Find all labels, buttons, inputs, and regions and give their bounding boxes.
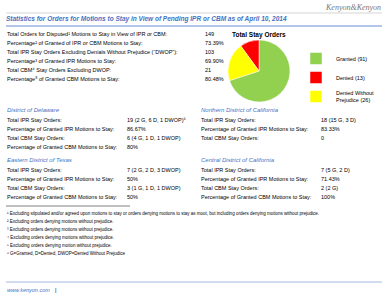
svg-text:Percentage of Granted CBM Moti: Percentage of Granted CBM Motions to Sta… (201, 194, 312, 200)
svg-text:71.43%: 71.43% (321, 176, 340, 182)
svg-text:100%: 100% (321, 194, 335, 200)
svg-text:Total CBM Stay Orders:: Total CBM Stay Orders: (7, 185, 65, 191)
svg-text:80.48%: 80.48% (205, 76, 224, 82)
svg-text:Statistics for Orders for Moti: Statistics for Orders for Motions to Sta… (6, 15, 287, 23)
svg-text:Total IPR Stay Orders:: Total IPR Stay Orders: (201, 167, 256, 173)
svg-text:73.39%: 73.39% (205, 40, 224, 46)
svg-text:Denied (13): Denied (13) (336, 75, 365, 81)
svg-text:Total CBM Stay Orders:: Total CBM Stay Orders: (201, 185, 259, 191)
svg-text:Total IPR Stay Orders:: Total IPR Stay Orders: (7, 117, 62, 123)
svg-text:⁶ G=Granted, D=Denied, DWOP=De: ⁶ G=Granted, D=Denied, DWOP=Denied Witho… (7, 251, 126, 256)
svg-text:Total IPR Stay Orders Excludin: Total IPR Stay Orders Excluding Denials … (7, 49, 178, 55)
svg-text:Percentage³ of Granted IPR Mot: Percentage³ of Granted IPR Motions to St… (7, 58, 117, 64)
svg-text:Granted (91): Granted (91) (336, 56, 367, 62)
svg-text:Eastern District of Texas: Eastern District of Texas (7, 157, 72, 163)
svg-text:Percentage of Granted IPR Moti: Percentage of Granted IPR Motions to Sta… (7, 176, 115, 182)
svg-text:Total Orders for Disputed¹ Mot: Total Orders for Disputed¹ Motions to St… (7, 31, 168, 37)
svg-text:|: | (55, 287, 56, 293)
svg-text:Percentage of Granted IPR Moti: Percentage of Granted IPR Motions to Sta… (7, 126, 115, 132)
svg-text:Kenyon&Kenyon: Kenyon&Kenyon (325, 3, 381, 12)
svg-text:7 (2 G, 2 D, 3 DWOP): 7 (2 G, 2 D, 3 DWOP) (127, 167, 181, 173)
svg-text:Total CBM⁴ Stay Orders Excludi: Total CBM⁴ Stay Orders Excluding DWOP: (7, 67, 112, 73)
svg-text:Northern District of Californi: Northern District of California (201, 107, 279, 113)
svg-text:2 (2 G): 2 (2 G) (321, 185, 338, 191)
svg-text:Central District of California: Central District of California (201, 157, 275, 163)
svg-text:www.kenyon.com: www.kenyon.com (7, 287, 50, 293)
svg-text:19 (2 G, 6 D, 1 DWOP)⁶: 19 (2 G, 6 D, 1 DWOP)⁶ (127, 117, 186, 123)
svg-text:21: 21 (205, 67, 211, 73)
svg-text:Percentage² of Granted of IPR: Percentage² of Granted of IPR or CBM Mot… (7, 40, 143, 46)
svg-text:69.90%: 69.90% (205, 58, 224, 64)
svg-text:7 (5 G, 2 D): 7 (5 G, 2 D) (321, 167, 350, 173)
svg-text:¹ Excluding stipulated and/or: ¹ Excluding stipulated and/or agreed upo… (7, 211, 319, 216)
svg-text:Denied WithoutPrejudice (26): Denied WithoutPrejudice (26) (336, 90, 374, 103)
svg-text:50%: 50% (127, 176, 138, 182)
svg-text:³ Excluding orders denying mot: ³ Excluding orders denying motions witho… (7, 227, 114, 232)
svg-text:80%: 80% (127, 144, 138, 150)
svg-text:3 (1 G, 1 D, 1 DWOP): 3 (1 G, 1 D, 1 DWOP) (127, 185, 181, 191)
svg-text:Percentage of Granted IPR Moti: Percentage of Granted IPR Motions to Sta… (201, 176, 309, 182)
svg-text:⁴ Excluding orders denying mot: ⁴ Excluding orders denying motions witho… (7, 235, 114, 240)
svg-text:Total CBM Stay Orders:: Total CBM Stay Orders: (201, 135, 259, 141)
svg-text:² Excluding orders denying mot: ² Excluding orders denying motions witho… (7, 219, 114, 224)
svg-text:Percentage of Granted CBM Moti: Percentage of Granted CBM Motions to Sta… (7, 194, 118, 200)
svg-text:18 (15 G, 3 D): 18 (15 G, 3 D) (321, 117, 356, 123)
svg-text:Total CBM Stay Orders:: Total CBM Stay Orders: (7, 135, 65, 141)
svg-text:0: 0 (321, 135, 324, 141)
svg-text:103: 103 (205, 49, 214, 55)
svg-text:83.33%: 83.33% (321, 126, 340, 132)
svg-text:⁵ Excluding orders denying mot: ⁵ Excluding orders denying motion withou… (7, 243, 112, 248)
svg-text:Total IPR Stay Orders:: Total IPR Stay Orders: (7, 167, 62, 173)
svg-text:Total IPR Stay Orders:: Total IPR Stay Orders: (201, 117, 256, 123)
svg-text:86.67%: 86.67% (127, 126, 146, 132)
svg-text:149: 149 (205, 31, 214, 37)
svg-text:50%: 50% (127, 194, 138, 200)
svg-text:Percentage⁵ of Granted CBM Mot: Percentage⁵ of Granted CBM Motions to St… (7, 76, 120, 82)
svg-text:Total Stay Orders: Total Stay Orders (232, 31, 286, 39)
svg-text:Percentage of Granted CBM Moti: Percentage of Granted CBM Motions to Sta… (7, 144, 118, 150)
svg-text:6 (4 G, 1 D, 1 DWOP): 6 (4 G, 1 D, 1 DWOP) (127, 135, 181, 141)
svg-text:District of Delaware: District of Delaware (7, 107, 60, 113)
svg-text:Percentage of Granted IPR Moti: Percentage of Granted IPR Motions to Sta… (201, 126, 309, 132)
